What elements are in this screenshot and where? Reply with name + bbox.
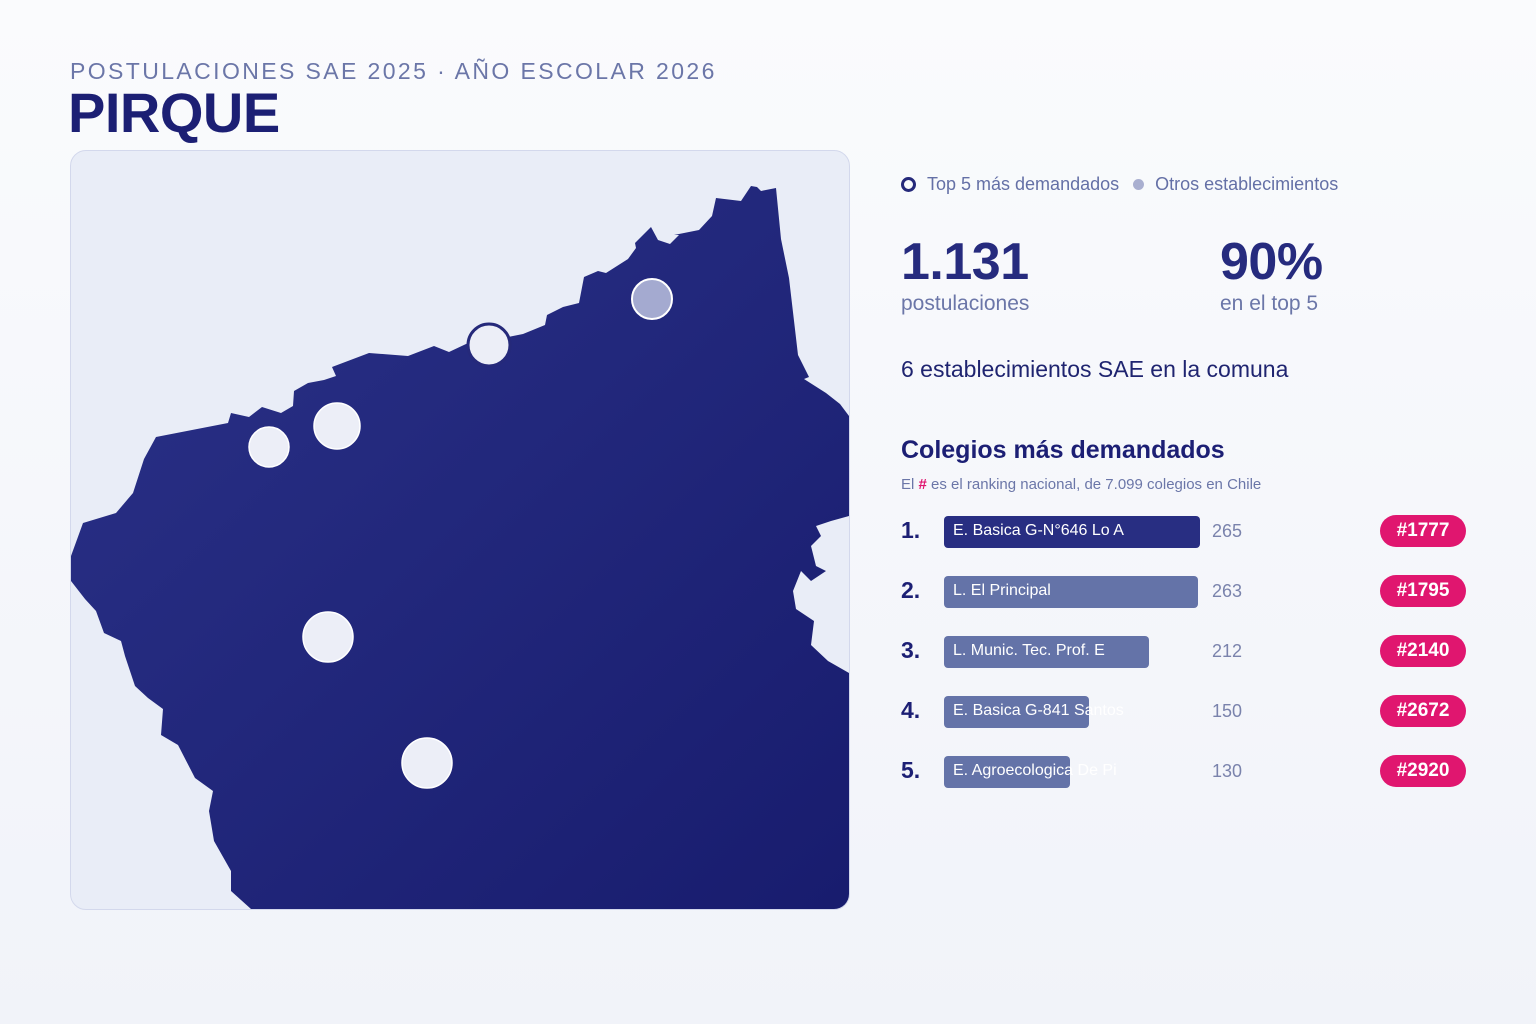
application-bar: E. Basica G-841 Santos [944,696,1200,728]
national-rank-badge: #1777 [1380,515,1466,547]
school-name: E. Basica G-N°646 Lo A [953,522,1124,539]
ranking-note-suffix: es el ranking nacional, de 7.099 colegio… [931,476,1262,493]
school-name: E. Basica G-841 Santos [953,702,1124,719]
application-bar: E. Basica G-N°646 Lo A [944,516,1200,548]
ranking-row: 4. E. Basica G-841 Santos 150 #2672 [901,695,1467,729]
top5-school-marker[interactable] [313,402,361,450]
national-rank-badge: #2920 [1380,755,1466,787]
application-count: 212 [1212,641,1243,661]
school-name: L. Munic. Tec. Prof. E [953,642,1105,659]
ranking-note-prefix: El [901,476,915,493]
map-legend: Top 5 más demandados Otros establecimien… [901,174,1338,195]
ranking-row: 2. L. El Principal 263 #1795 [901,575,1467,609]
top5-ring-icon [901,177,916,192]
ranking-note: El # es el ranking nacional, de 7.099 co… [901,476,1261,493]
other-school-marker[interactable] [631,278,673,320]
top5-share-stat-value: 90% [1220,233,1323,291]
top5-school-marker[interactable] [466,322,512,368]
national-rank-badge: #2672 [1380,695,1466,727]
ranking-row: 5. E. Agroecologica De Pi 130 #2920 [901,755,1467,789]
application-bar-fill [944,636,1149,668]
schools-count: 6 establecimientos SAE en la comuna [901,356,1289,382]
school-name: L. El Principal [953,582,1051,599]
application-bar-fill [944,696,1089,728]
application-count: 263 [1212,581,1243,601]
application-bar: L. Munic. Tec. Prof. E [944,636,1200,668]
map-panel [70,150,850,910]
page-supertitle: POSTULACIONES SAE 2025 · AÑO ESCOLAR 202… [70,58,717,84]
top5-school-marker[interactable] [248,426,290,468]
commune-map [71,186,849,909]
rank-position: 2. [901,577,921,603]
ranking-row: 1. E. Basica G-N°646 Lo A 265 #1777 [901,515,1467,549]
top5-share-stat-label: en el top 5 [1220,292,1319,315]
top5-school-marker[interactable] [302,611,354,663]
legend-top5-label: Top 5 más demandados [927,174,1120,194]
top5-school-marker[interactable] [401,737,453,789]
rank-position: 4. [901,697,921,723]
application-bar: L. El Principal [944,576,1200,608]
ranking-note-hash: # [918,476,927,493]
rank-position: 3. [901,637,921,663]
ranking-title: Colegios más demandados [901,436,1225,464]
page-title: PIRQUE [68,81,280,144]
application-count: 265 [1212,521,1243,541]
applications-stat-label: postulaciones [901,292,1030,315]
applications-stat-value: 1.131 [901,233,1029,291]
application-bar: E. Agroecologica De Pi [944,756,1200,788]
national-rank-badge: #1795 [1380,575,1466,607]
school-markers [248,278,673,789]
rank-position: 1. [901,517,921,543]
application-bar-fill [944,516,1200,548]
other-dot-icon [1133,179,1145,190]
ranking-row: 3. L. Munic. Tec. Prof. E 212 #2140 [901,635,1467,669]
school-name: E. Agroecologica De Pi [953,762,1117,779]
legend-others-label: Otros establecimientos [1155,174,1339,194]
commune-boundary [71,186,849,909]
application-count: 150 [1212,701,1243,721]
national-rank-badge: #2140 [1380,635,1466,667]
application-count: 130 [1212,761,1243,781]
application-bar-fill [944,576,1198,608]
application-bar-fill [944,756,1070,788]
rank-position: 5. [901,757,921,783]
